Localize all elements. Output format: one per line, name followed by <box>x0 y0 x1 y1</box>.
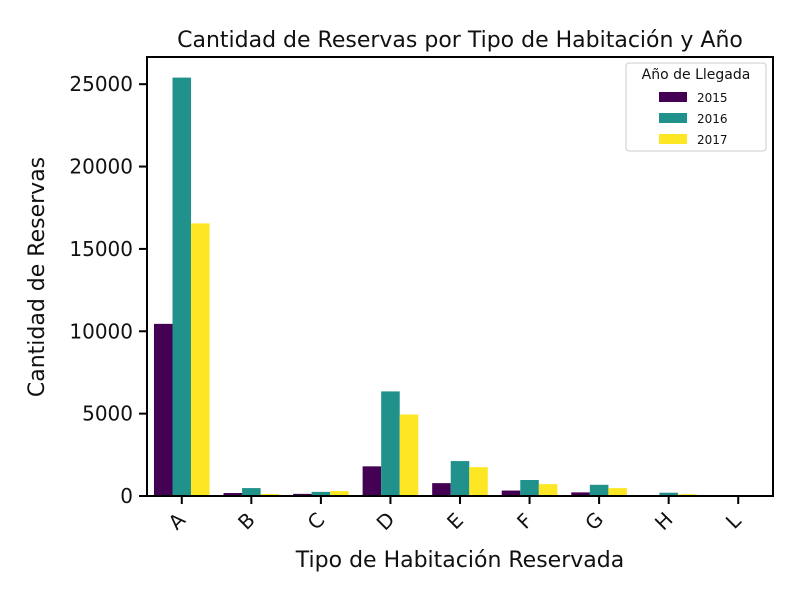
legend: Año de Llegada 2015 2016 2017 <box>625 62 767 152</box>
y-tick-label-20000: 20000 <box>69 155 133 179</box>
bar-2015-G <box>571 492 590 496</box>
y-tick-label-0: 0 <box>120 484 133 508</box>
legend-items: 2015 2016 2017 <box>659 91 728 147</box>
x-tick-label-F: F <box>512 508 537 533</box>
legend-label-2016: 2016 <box>697 112 728 126</box>
bar-2016-G <box>589 484 609 496</box>
y-tick-label-10000: 10000 <box>69 319 133 343</box>
legend-label-2015: 2015 <box>697 91 728 105</box>
bar-2015-E <box>432 483 451 496</box>
bars-group <box>153 77 748 496</box>
bar-2017-A <box>191 223 210 496</box>
x-tick-label-E: E <box>442 508 468 534</box>
bar-2016-E <box>450 461 470 496</box>
bar-2015-D <box>362 466 382 496</box>
bar-2016-A <box>172 77 192 496</box>
bar-2017-G <box>608 488 627 496</box>
x-axis-label: Tipo de Habitación Reservada <box>295 548 624 573</box>
x-tick-label-G: G <box>580 507 608 535</box>
x-tick-label-H: H <box>650 507 678 535</box>
legend-swatch-2016 <box>659 113 687 123</box>
bar-2016-D <box>381 391 400 496</box>
bar-2016-B <box>242 488 261 496</box>
x-tick-label-D: D <box>372 507 400 535</box>
bar-2017-E <box>469 467 488 496</box>
y-tick-label-15000: 15000 <box>69 237 133 261</box>
bar-2016-F <box>520 480 539 496</box>
chart-title: Cantidad de Reservas por Tipo de Habitac… <box>177 28 743 53</box>
y-tick-label-5000: 5000 <box>82 402 133 426</box>
legend-frame <box>625 62 767 152</box>
y-axis-label: Cantidad de Reservas <box>25 157 50 397</box>
bar-2015-C <box>293 493 312 496</box>
plot-frame <box>146 56 774 497</box>
legend-swatch-2015 <box>659 92 687 102</box>
bar-2017-C <box>330 491 349 496</box>
bar-2016-H <box>659 492 678 496</box>
x-tick-label-A: A <box>164 508 191 535</box>
legend-title: Año de Llegada <box>642 67 751 83</box>
legend-swatch-2017 <box>659 134 687 144</box>
legend-label-2017: 2017 <box>697 133 728 147</box>
bar-2017-D <box>399 414 419 496</box>
bar-2015-B <box>223 493 243 496</box>
y-tick-label-25000: 25000 <box>69 72 133 96</box>
bar-2015-A <box>153 323 173 496</box>
bar-2016-C <box>311 491 331 496</box>
x-tick-label-B: B <box>233 508 260 535</box>
x-tick-label-C: C <box>303 508 330 535</box>
x-tick-label-L: L <box>721 508 746 533</box>
y-axis-ticks: 0 5000 10000 15000 20000 25000 <box>69 72 147 508</box>
bar-2017-F <box>538 484 558 496</box>
bar-2015-F <box>501 490 521 496</box>
